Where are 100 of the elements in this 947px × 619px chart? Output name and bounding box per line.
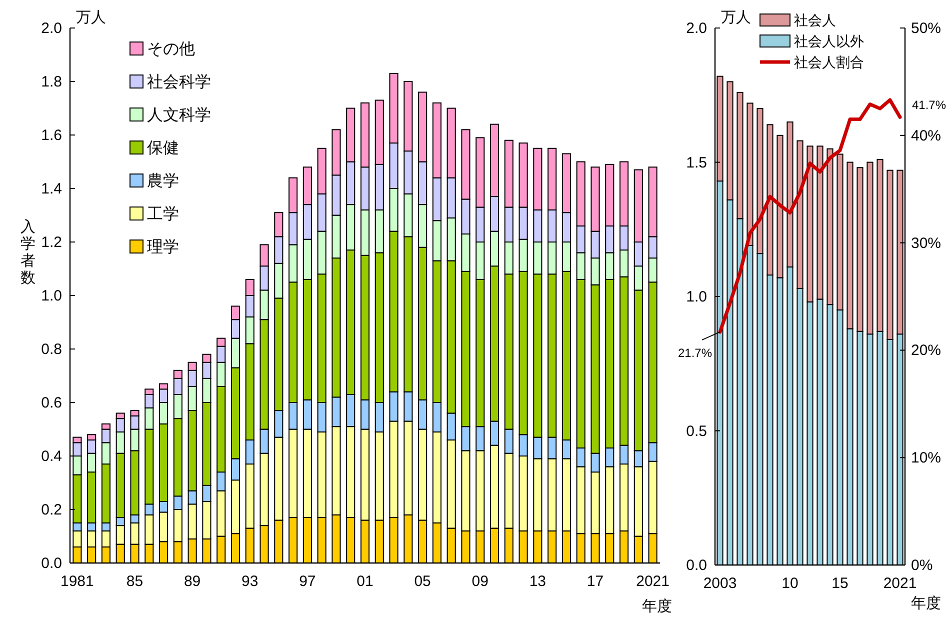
y2-tick-label: 30% [911,234,942,252]
y-tick-label: 1.2 [41,234,62,251]
bar [173,509,182,542]
x-tick-label: 17 [586,573,604,590]
x-axis-title: 年度 [911,595,941,612]
bar [317,431,326,518]
bar [404,420,413,516]
bar [332,426,341,516]
y2-tick-label: 0% [911,557,933,574]
bar [605,466,614,534]
bar [796,140,804,289]
y-tick-label: 1.8 [41,74,62,90]
y2-tick-label: 20% [911,342,942,360]
x-tick-label: 15 [832,575,848,592]
x-tick-label: 2021 [636,573,670,590]
x-tick-label: 13 [529,573,546,590]
bar [766,124,774,276]
bar [576,466,586,534]
y-tick-label: 1.0 [686,288,707,306]
x-tick-label: 01 [356,573,374,590]
y-tick-label: 1.6 [41,127,62,144]
bar [490,444,500,529]
data-label: 21.7% [678,346,712,360]
legend-label: 理学 [147,238,179,256]
bar [504,452,514,529]
bar [446,439,456,529]
bar [274,436,284,521]
y-tick-label: 0.4 [41,448,62,465]
legend-label: 保健 [147,140,179,157]
bar [648,460,658,534]
x-tick-label: 97 [299,573,316,590]
bar [826,148,834,306]
x-tick-label: 85 [126,573,144,590]
legend-label: 社会人割合 [794,54,864,70]
y-axis-title: 入学者数 [20,218,36,286]
y-tick-label: 0.0 [41,555,62,572]
y-tick-label: 2.0 [686,20,707,37]
bar [461,450,470,532]
y-tick-label: 2.0 [41,20,62,37]
bar [746,102,754,246]
bar [130,522,140,545]
x-tick-label: 09 [472,573,488,590]
y2-tick-label: 50% [911,20,942,37]
bar [302,428,312,518]
bar [101,530,111,548]
bar [634,466,643,537]
x-axis-title: 年度 [642,598,672,615]
bar [260,452,269,526]
y-tick-label: 0.0 [686,557,707,574]
y2-tick-label: 10% [911,450,942,467]
legend-label: 工学 [147,205,179,223]
bar [726,81,734,200]
bar [202,500,212,540]
y-tick-label: 1.4 [41,180,62,198]
y2-tick-label: 40% [911,127,942,144]
x-tick-label: 05 [414,573,431,590]
text: 万人 [76,9,106,26]
bar [518,456,528,532]
legend-label: 社会人 [794,12,836,28]
text: 万人 [721,9,751,26]
bar [476,450,485,532]
y-tick-label: 1.5 [686,154,707,172]
bar [87,530,96,548]
y-tick-label: 0.6 [41,394,62,412]
legend-label: 社会科学 [147,73,211,91]
legend-label: 人文科学 [147,106,211,124]
y-tick-label: 0.8 [41,341,62,358]
bar [590,472,600,534]
bar [188,504,197,540]
bar [756,108,764,254]
x-tick-label: 10 [782,575,798,592]
bar [836,154,844,310]
bar [548,458,557,532]
bar [432,431,442,524]
bar [619,464,629,532]
bar [856,167,864,332]
bar [116,525,125,545]
bar [159,512,168,542]
bar [230,480,240,534]
bar [389,420,398,518]
bar [866,162,874,335]
bar [786,121,794,268]
x-tick-label: 89 [184,573,201,590]
bar [374,431,384,521]
legend-label: 社会人以外 [794,33,864,49]
bar [144,514,154,545]
y-tick-label: 0.2 [41,502,62,518]
y-tick-label: 0.5 [686,422,707,440]
bar [806,146,814,302]
bar [288,428,298,518]
bar [876,159,884,332]
bar [776,134,784,278]
data-label: 41.7% [912,98,946,112]
bar [533,458,542,532]
bar [72,530,82,548]
bar [846,162,854,330]
x-tick-label: 2021 [883,575,917,592]
bar [216,490,226,537]
x-tick-label: 1981 [60,573,94,590]
bar [736,92,744,220]
